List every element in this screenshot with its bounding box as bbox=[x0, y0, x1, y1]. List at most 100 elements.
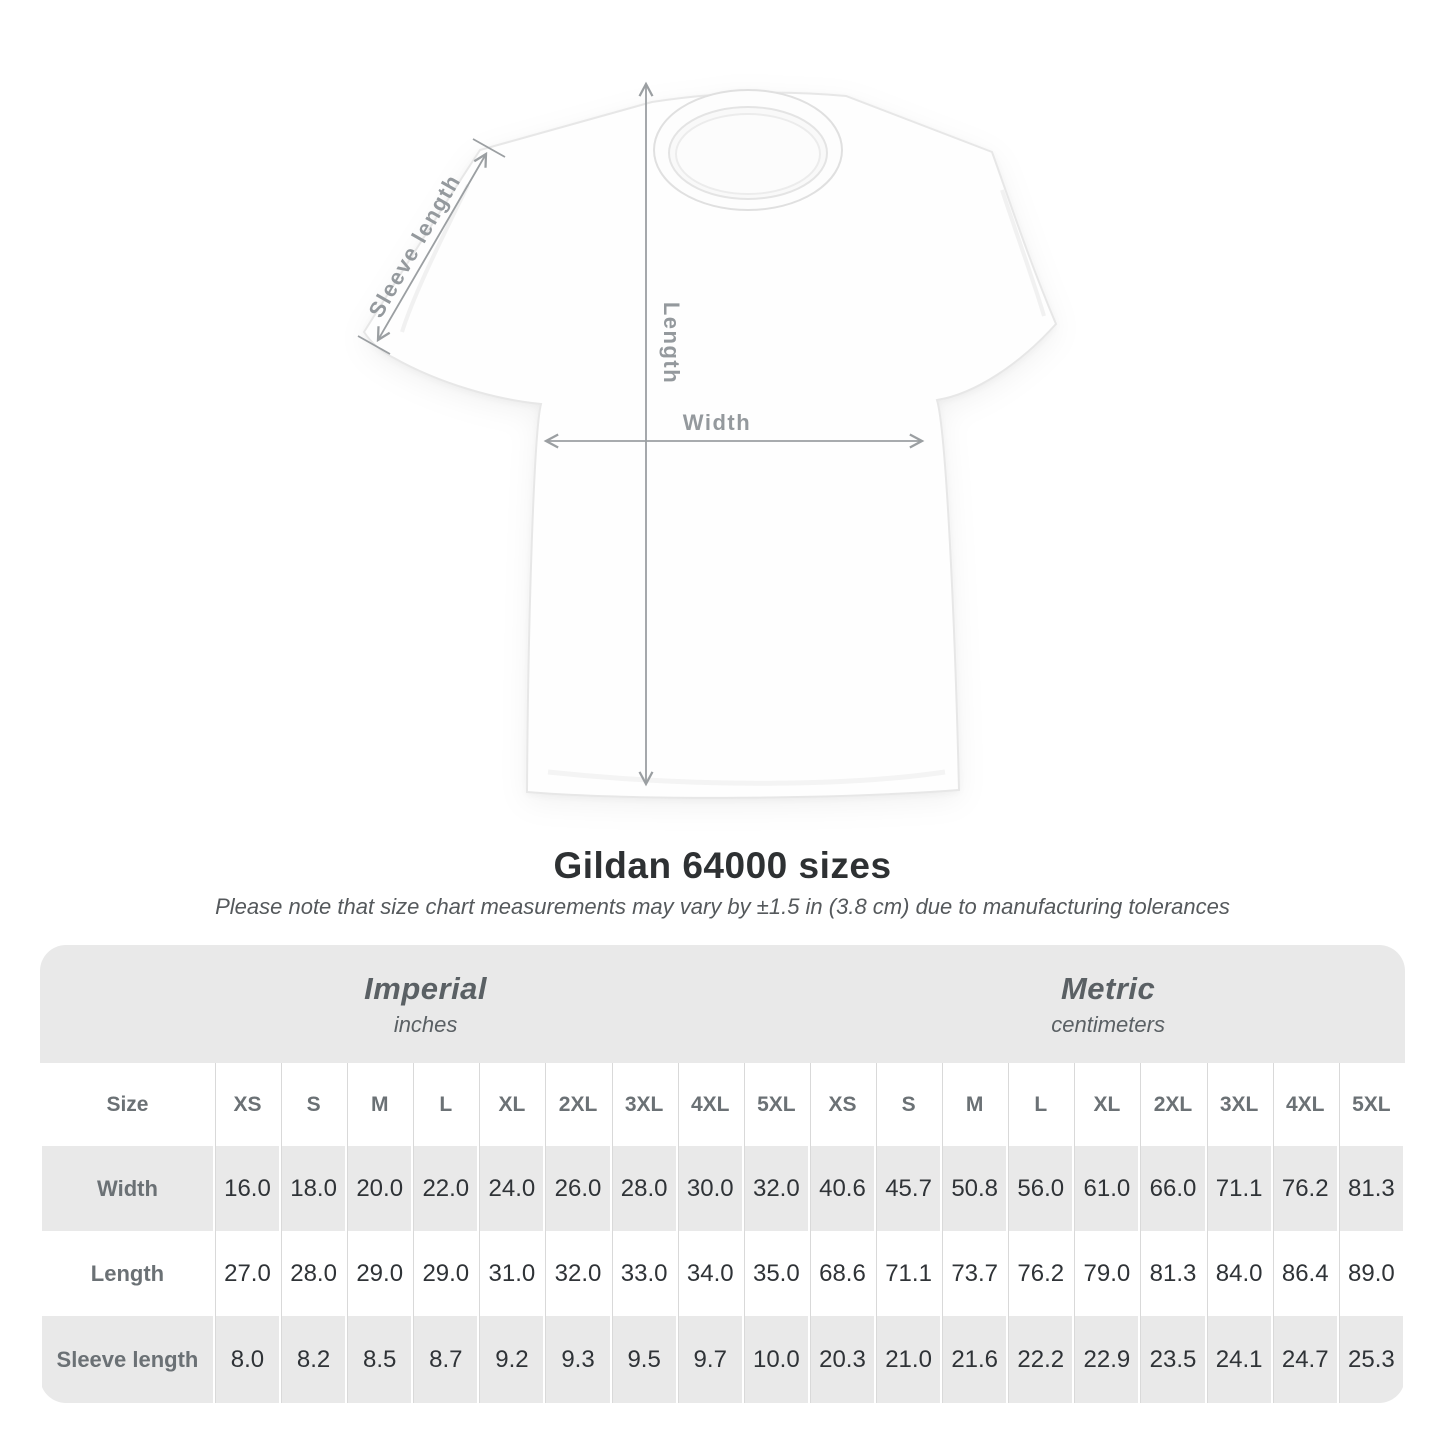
size-header-cell: 2XL bbox=[545, 1063, 610, 1146]
value-cell: 16.0 bbox=[214, 1146, 280, 1231]
value-cell: 76.2 bbox=[1272, 1146, 1337, 1231]
size-header-cell: 5XL bbox=[1338, 1063, 1403, 1146]
value-cell: 9.2 bbox=[479, 1316, 544, 1403]
size-header-cell: 3XL bbox=[611, 1063, 676, 1146]
value-cell: 8.0 bbox=[214, 1316, 280, 1403]
length-label: Length bbox=[659, 301, 684, 385]
value-cell: 32.0 bbox=[545, 1231, 610, 1316]
value-cell: 18.0 bbox=[281, 1146, 346, 1231]
value-cell: 24.0 bbox=[479, 1146, 544, 1231]
value-cell: 73.7 bbox=[942, 1231, 1007, 1316]
value-cell: 9.7 bbox=[677, 1316, 742, 1403]
size-header-cell: 4XL bbox=[677, 1063, 742, 1146]
value-cell: 35.0 bbox=[743, 1231, 808, 1316]
value-cell: 71.1 bbox=[1206, 1146, 1271, 1231]
value-cell: 9.5 bbox=[611, 1316, 676, 1403]
size-header-cell: 5XL bbox=[743, 1063, 808, 1146]
tshirt-diagram: Sleeve length Length Width bbox=[357, 81, 1058, 799]
size-header-row: Size XS S M L XL 2XL 3XL 4XL 5XL XS S M … bbox=[42, 1063, 1403, 1146]
size-header-cell: S bbox=[281, 1063, 346, 1146]
value-cell: 8.5 bbox=[347, 1316, 412, 1403]
size-header-cell: M bbox=[942, 1063, 1007, 1146]
value-cell: 84.0 bbox=[1206, 1231, 1271, 1316]
value-cell: 76.2 bbox=[1008, 1231, 1073, 1316]
value-cell: 27.0 bbox=[214, 1231, 280, 1316]
fold-line bbox=[1000, 189, 1046, 317]
value-cell: 81.3 bbox=[1140, 1231, 1205, 1316]
value-cell: 9.3 bbox=[545, 1316, 610, 1403]
dimension-lines bbox=[357, 81, 925, 787]
value-cell: 22.0 bbox=[413, 1146, 478, 1231]
size-header-cell: S bbox=[876, 1063, 941, 1146]
value-cell: 21.0 bbox=[876, 1316, 941, 1403]
size-header-cell: M bbox=[347, 1063, 412, 1146]
size-header-cell: L bbox=[413, 1063, 478, 1146]
value-cell: 61.0 bbox=[1074, 1146, 1139, 1231]
value-cell: 81.3 bbox=[1338, 1146, 1403, 1231]
size-header-cell: XS bbox=[214, 1063, 280, 1146]
value-cell: 26.0 bbox=[545, 1146, 610, 1231]
fold-line bbox=[547, 769, 946, 786]
value-cell: 22.9 bbox=[1074, 1316, 1139, 1403]
size-header-cell: L bbox=[1008, 1063, 1073, 1146]
imperial-unit: inches bbox=[393, 1011, 458, 1037]
width-label: Width bbox=[682, 410, 752, 435]
metric-label: Metric bbox=[1060, 970, 1156, 1006]
sleeve-length-row: Sleeve length 8.0 8.2 8.5 8.7 9.2 9.3 9.… bbox=[42, 1316, 1403, 1403]
value-cell: 33.0 bbox=[611, 1231, 676, 1316]
value-cell: 50.8 bbox=[942, 1146, 1007, 1231]
value-cell: 56.0 bbox=[1008, 1146, 1073, 1231]
value-cell: 68.6 bbox=[809, 1231, 875, 1316]
size-table-card: Imperial inches Metric centimeters Size … bbox=[40, 945, 1405, 1403]
value-cell: 40.6 bbox=[809, 1146, 875, 1231]
size-header-cell: XS bbox=[809, 1063, 875, 1146]
value-cell: 21.6 bbox=[942, 1316, 1007, 1403]
value-cell: 22.2 bbox=[1008, 1316, 1073, 1403]
value-cell: 24.7 bbox=[1272, 1316, 1337, 1403]
value-cell: 20.3 bbox=[809, 1316, 875, 1403]
sleeve-extent-tick bbox=[357, 335, 391, 355]
size-header-cell: XL bbox=[479, 1063, 544, 1146]
value-cell: 66.0 bbox=[1140, 1146, 1205, 1231]
metric-unit: centimeters bbox=[1051, 1011, 1165, 1037]
value-cell: 45.7 bbox=[876, 1146, 941, 1231]
value-cell: 29.0 bbox=[347, 1231, 412, 1316]
value-cell: 28.0 bbox=[281, 1231, 346, 1316]
value-cell: 89.0 bbox=[1338, 1231, 1403, 1316]
size-column-header: Size bbox=[42, 1063, 213, 1146]
value-cell: 25.3 bbox=[1338, 1316, 1403, 1403]
imperial-section-header: Imperial inches bbox=[40, 945, 811, 1063]
value-cell: 28.0 bbox=[611, 1146, 676, 1231]
value-cell: 71.1 bbox=[876, 1231, 941, 1316]
size-header-cell: XL bbox=[1074, 1063, 1139, 1146]
value-cell: 24.1 bbox=[1206, 1316, 1271, 1403]
value-cell: 86.4 bbox=[1272, 1231, 1337, 1316]
value-cell: 30.0 bbox=[677, 1146, 742, 1231]
size-header-cell: 4XL bbox=[1272, 1063, 1337, 1146]
tshirt-illustration bbox=[357, 81, 1058, 799]
value-cell: 10.0 bbox=[743, 1316, 808, 1403]
value-cell: 8.7 bbox=[413, 1316, 478, 1403]
value-cell: 79.0 bbox=[1074, 1231, 1139, 1316]
collar-rib bbox=[675, 113, 821, 195]
size-header-cell: 3XL bbox=[1206, 1063, 1271, 1146]
row-label: Length bbox=[42, 1231, 213, 1316]
unit-system-band: Imperial inches Metric centimeters bbox=[40, 945, 1405, 1063]
sleeve-dimension-arrow bbox=[376, 151, 488, 343]
row-label: Width bbox=[42, 1146, 213, 1231]
row-label: Sleeve length bbox=[42, 1316, 213, 1403]
value-cell: 20.0 bbox=[347, 1146, 412, 1231]
value-cell: 32.0 bbox=[743, 1146, 808, 1231]
metric-section-header: Metric centimeters bbox=[811, 945, 1405, 1063]
value-cell: 34.0 bbox=[677, 1231, 742, 1316]
value-cell: 8.2 bbox=[281, 1316, 346, 1403]
sleeve-extent-tick bbox=[472, 138, 506, 158]
page-title: Gildan 64000 sizes bbox=[553, 845, 892, 886]
size-table: Size XS S M L XL 2XL 3XL 4XL 5XL XS S M … bbox=[40, 1063, 1405, 1403]
value-cell: 31.0 bbox=[479, 1231, 544, 1316]
width-row: Width 16.0 18.0 20.0 22.0 24.0 26.0 28.0… bbox=[42, 1146, 1403, 1231]
value-cell: 29.0 bbox=[413, 1231, 478, 1316]
size-header-cell: 2XL bbox=[1140, 1063, 1205, 1146]
value-cell: 23.5 bbox=[1140, 1316, 1205, 1403]
